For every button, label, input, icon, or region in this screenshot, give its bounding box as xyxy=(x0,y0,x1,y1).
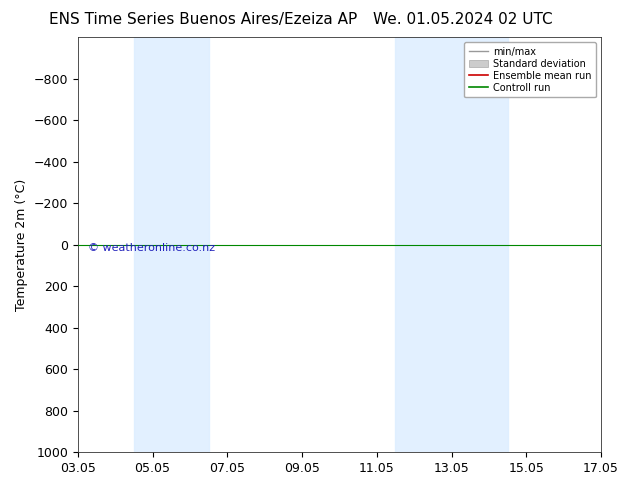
Bar xyxy=(396,37,508,452)
Text: ENS Time Series Buenos Aires/Ezeiza AP: ENS Time Series Buenos Aires/Ezeiza AP xyxy=(49,12,357,27)
Text: We. 01.05.2024 02 UTC: We. 01.05.2024 02 UTC xyxy=(373,12,553,27)
Y-axis label: Temperature 2m (°C): Temperature 2m (°C) xyxy=(15,178,28,311)
Bar xyxy=(134,37,209,452)
Text: © weatheronline.co.nz: © weatheronline.co.nz xyxy=(88,244,216,253)
Legend: min/max, Standard deviation, Ensemble mean run, Controll run: min/max, Standard deviation, Ensemble me… xyxy=(463,42,596,98)
